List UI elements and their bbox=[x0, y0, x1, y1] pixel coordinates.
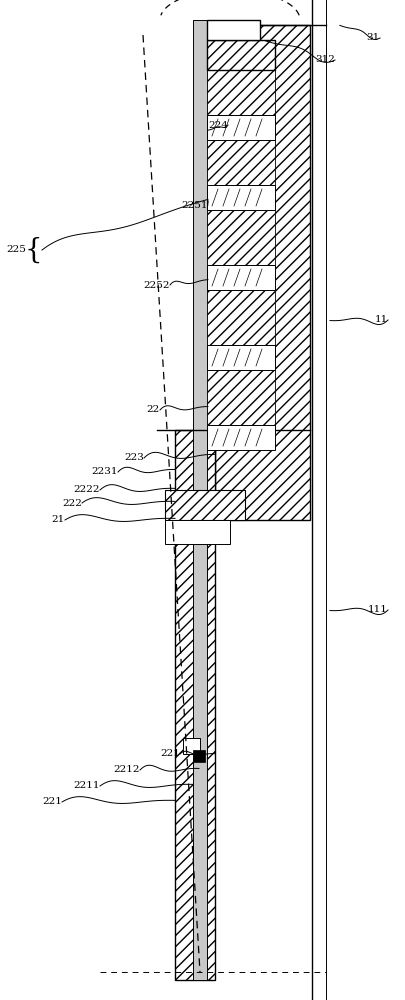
Text: 2252: 2252 bbox=[143, 280, 170, 290]
Text: 111: 111 bbox=[367, 605, 387, 614]
Bar bbox=[207, 140, 274, 185]
Bar bbox=[207, 425, 274, 450]
Bar bbox=[207, 20, 259, 40]
Bar bbox=[175, 430, 215, 980]
Bar bbox=[183, 738, 200, 754]
Text: {: { bbox=[24, 236, 42, 263]
Text: 225: 225 bbox=[6, 245, 26, 254]
Bar bbox=[207, 265, 274, 290]
Bar bbox=[164, 520, 230, 544]
Text: 222: 222 bbox=[62, 498, 82, 508]
Bar bbox=[215, 25, 309, 520]
Text: 31: 31 bbox=[366, 33, 379, 42]
Text: 2212: 2212 bbox=[113, 766, 140, 774]
Text: 221: 221 bbox=[42, 798, 62, 806]
Text: 21: 21 bbox=[51, 516, 65, 524]
Bar bbox=[207, 345, 274, 370]
Bar bbox=[207, 210, 274, 265]
Bar bbox=[207, 290, 274, 345]
Bar bbox=[192, 20, 207, 980]
Text: 221: 221 bbox=[160, 750, 179, 758]
Text: 2251: 2251 bbox=[181, 200, 207, 210]
Bar bbox=[207, 370, 274, 425]
Bar bbox=[164, 490, 244, 520]
Text: 2222: 2222 bbox=[73, 486, 100, 494]
Bar bbox=[207, 115, 274, 140]
Text: 224: 224 bbox=[208, 120, 228, 129]
Bar bbox=[192, 750, 205, 762]
Bar bbox=[207, 70, 274, 115]
Bar bbox=[207, 40, 274, 70]
Text: 312: 312 bbox=[314, 55, 334, 64]
Text: 2211: 2211 bbox=[73, 782, 100, 790]
Text: 22: 22 bbox=[146, 406, 160, 414]
Text: 223: 223 bbox=[124, 454, 144, 462]
Text: 2231: 2231 bbox=[91, 468, 118, 477]
Bar bbox=[207, 185, 274, 210]
Text: 11: 11 bbox=[374, 316, 387, 324]
